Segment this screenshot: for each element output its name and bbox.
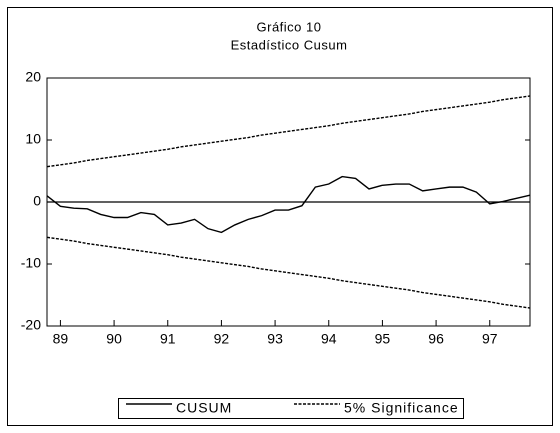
x-tick-label: 93 [267,331,283,347]
x-tick-label: 91 [160,331,176,347]
legend-box [118,398,464,419]
y-tick-label: 10 [25,131,41,147]
x-tick-label: 96 [428,331,444,347]
cusum-line [46,175,531,234]
x-tick-label: 90 [106,331,122,347]
significance-line [46,236,531,309]
x-tick-label: 95 [375,331,391,347]
legend-label: CUSUM [176,400,232,416]
legend-label: 5% Significance [344,400,459,416]
frame [7,7,553,426]
significance-line [46,95,531,168]
chart-subtitle: Estadístico Cusum [231,37,348,52]
x-tick-label: 89 [53,331,69,347]
chart-title: Gráfico 10 [257,19,322,34]
x-tick-label: 97 [482,331,498,347]
y-tick-label: -10 [21,255,41,271]
x-tick-label: 92 [214,331,230,347]
x-tick-label: 94 [321,331,337,347]
y-tick-label: -20 [21,317,41,333]
y-tick-label: 20 [25,69,41,85]
y-tick-label: 0 [33,193,41,209]
